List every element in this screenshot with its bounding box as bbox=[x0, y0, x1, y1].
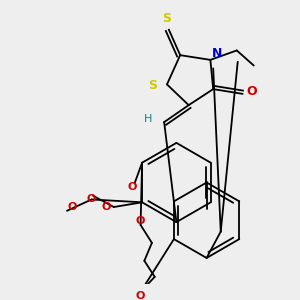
Text: O: O bbox=[128, 182, 137, 192]
Text: S: S bbox=[148, 79, 157, 92]
Text: O: O bbox=[247, 85, 257, 98]
Text: O: O bbox=[136, 216, 145, 226]
Text: O: O bbox=[102, 202, 111, 212]
Text: N: N bbox=[212, 47, 222, 60]
Text: O: O bbox=[67, 202, 76, 212]
Text: O: O bbox=[87, 194, 96, 205]
Text: H: H bbox=[144, 114, 152, 124]
Text: O: O bbox=[136, 291, 145, 300]
Text: S: S bbox=[163, 12, 172, 25]
